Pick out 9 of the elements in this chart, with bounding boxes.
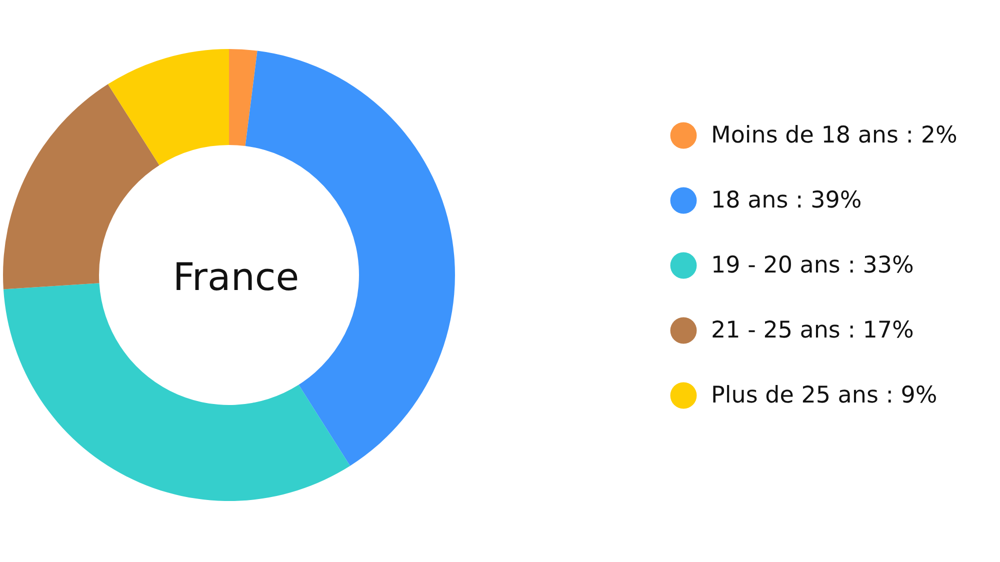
legend-label: 21 - 25 ans : 17%: [711, 318, 914, 344]
donut-slice: [108, 49, 229, 166]
donut-slice: [3, 84, 160, 290]
donut-slice: [229, 49, 258, 146]
legend-label: Moins de 18 ans : 2%: [711, 122, 958, 148]
legend-label: 19 - 20 ans : 33%: [711, 252, 914, 278]
legend-label: Plus de 25 ans : 9%: [711, 382, 938, 408]
legend-label: 18 ans : 39%: [711, 188, 862, 214]
text: France: [172, 255, 300, 299]
